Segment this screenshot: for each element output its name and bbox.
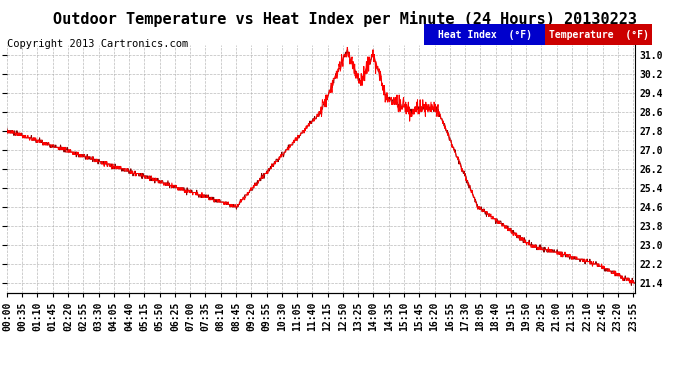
Text: Copyright 2013 Cartronics.com: Copyright 2013 Cartronics.com (7, 39, 188, 50)
Text: Outdoor Temperature vs Heat Index per Minute (24 Hours) 20130223: Outdoor Temperature vs Heat Index per Mi… (53, 11, 637, 27)
Text: Heat Index  (°F): Heat Index (°F) (437, 30, 532, 40)
Text: Temperature  (°F): Temperature (°F) (549, 30, 649, 40)
